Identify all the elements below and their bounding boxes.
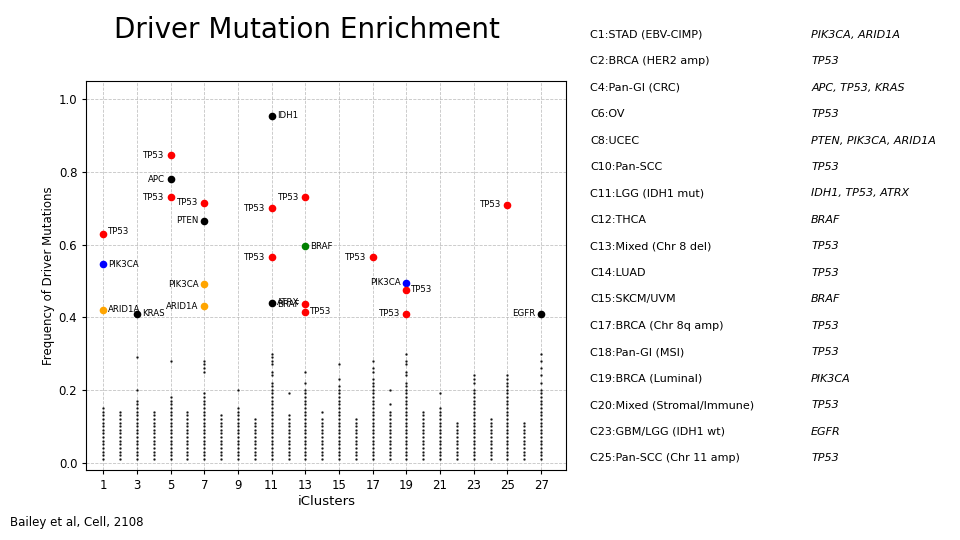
- Text: PTEN, PIK3CA, ARID1A: PTEN, PIK3CA, ARID1A: [811, 136, 936, 146]
- Text: TP53: TP53: [143, 193, 165, 202]
- Text: C23:GBM/LGG (IDH1 wt): C23:GBM/LGG (IDH1 wt): [590, 427, 726, 437]
- Text: C20:Mixed (Stromal/Immune): C20:Mixed (Stromal/Immune): [590, 400, 755, 410]
- Text: TP53: TP53: [811, 453, 839, 463]
- Text: TP53: TP53: [108, 227, 130, 237]
- Text: C12:THCA: C12:THCA: [590, 215, 646, 225]
- Text: C15:SKCM/UVM: C15:SKCM/UVM: [590, 294, 676, 305]
- Text: TP53: TP53: [811, 109, 839, 119]
- Text: TP53: TP53: [177, 198, 199, 207]
- Text: TP53: TP53: [379, 309, 400, 318]
- Text: APC, TP53, KRAS: APC, TP53, KRAS: [811, 83, 905, 93]
- Text: TP53: TP53: [143, 151, 165, 160]
- Text: ARID1A: ARID1A: [166, 302, 199, 311]
- Text: TP53: TP53: [811, 56, 839, 66]
- Text: BRAF: BRAF: [276, 300, 300, 309]
- Text: C2:BRCA (HER2 amp): C2:BRCA (HER2 amp): [590, 56, 709, 66]
- Text: TP53: TP53: [811, 162, 839, 172]
- Text: PIK3CA: PIK3CA: [108, 260, 139, 269]
- Text: IDH1: IDH1: [276, 111, 298, 120]
- Text: BRAF: BRAF: [811, 215, 841, 225]
- Text: TP53: TP53: [412, 286, 433, 294]
- Text: IDH1, TP53, ATRX: IDH1, TP53, ATRX: [811, 188, 909, 199]
- Text: TP53: TP53: [811, 347, 839, 357]
- Text: TP53: TP53: [310, 307, 332, 316]
- Text: ATRX: ATRX: [276, 298, 300, 307]
- Text: APC: APC: [148, 174, 165, 184]
- Text: PIK3CA: PIK3CA: [370, 278, 400, 287]
- Text: PIK3CA: PIK3CA: [168, 280, 199, 289]
- Text: C10:Pan-SCC: C10:Pan-SCC: [590, 162, 662, 172]
- Text: C17:BRCA (Chr 8q amp): C17:BRCA (Chr 8q amp): [590, 321, 724, 331]
- Text: TP53: TP53: [811, 400, 839, 410]
- Text: EGFR: EGFR: [512, 309, 536, 318]
- X-axis label: iClusters: iClusters: [298, 495, 355, 508]
- Text: TP53: TP53: [811, 321, 839, 331]
- Text: C14:LUAD: C14:LUAD: [590, 268, 646, 278]
- Text: C25:Pan-SCC (Chr 11 amp): C25:Pan-SCC (Chr 11 amp): [590, 453, 740, 463]
- Text: C1:STAD (EBV-CIMP): C1:STAD (EBV-CIMP): [590, 30, 703, 40]
- Text: TP53: TP53: [811, 241, 839, 252]
- Text: Bailey et al, Cell, 2108: Bailey et al, Cell, 2108: [10, 516, 143, 529]
- Text: PIK3CA: PIK3CA: [811, 374, 851, 384]
- Text: Driver Mutation Enrichment: Driver Mutation Enrichment: [114, 16, 500, 44]
- Text: BRAF: BRAF: [811, 294, 841, 305]
- Text: C13:Mixed (Chr 8 del): C13:Mixed (Chr 8 del): [590, 241, 711, 252]
- Text: KRAS: KRAS: [142, 309, 164, 318]
- Text: C19:BRCA (Luminal): C19:BRCA (Luminal): [590, 374, 703, 384]
- Text: C11:LGG (IDH1 mut): C11:LGG (IDH1 mut): [590, 188, 705, 199]
- Text: TP53: TP53: [278, 193, 300, 202]
- Text: TP53: TP53: [245, 253, 266, 262]
- Text: PTEN: PTEN: [176, 217, 199, 225]
- Text: BRAF: BRAF: [310, 242, 333, 251]
- Text: TP53: TP53: [346, 253, 367, 262]
- Text: C18:Pan-GI (MSI): C18:Pan-GI (MSI): [590, 347, 684, 357]
- Text: TP53: TP53: [811, 268, 839, 278]
- Text: TP53: TP53: [480, 200, 501, 209]
- Y-axis label: Frequency of Driver Mutations: Frequency of Driver Mutations: [41, 186, 55, 364]
- Text: C8:UCEC: C8:UCEC: [590, 136, 639, 146]
- Text: ARID1A: ARID1A: [108, 306, 141, 314]
- Text: TP53: TP53: [245, 204, 266, 213]
- Text: EGFR: EGFR: [811, 427, 841, 437]
- Text: C4:Pan-GI (CRC): C4:Pan-GI (CRC): [590, 83, 681, 93]
- Text: C6:OV: C6:OV: [590, 109, 625, 119]
- Text: PIK3CA, ARID1A: PIK3CA, ARID1A: [811, 30, 900, 40]
